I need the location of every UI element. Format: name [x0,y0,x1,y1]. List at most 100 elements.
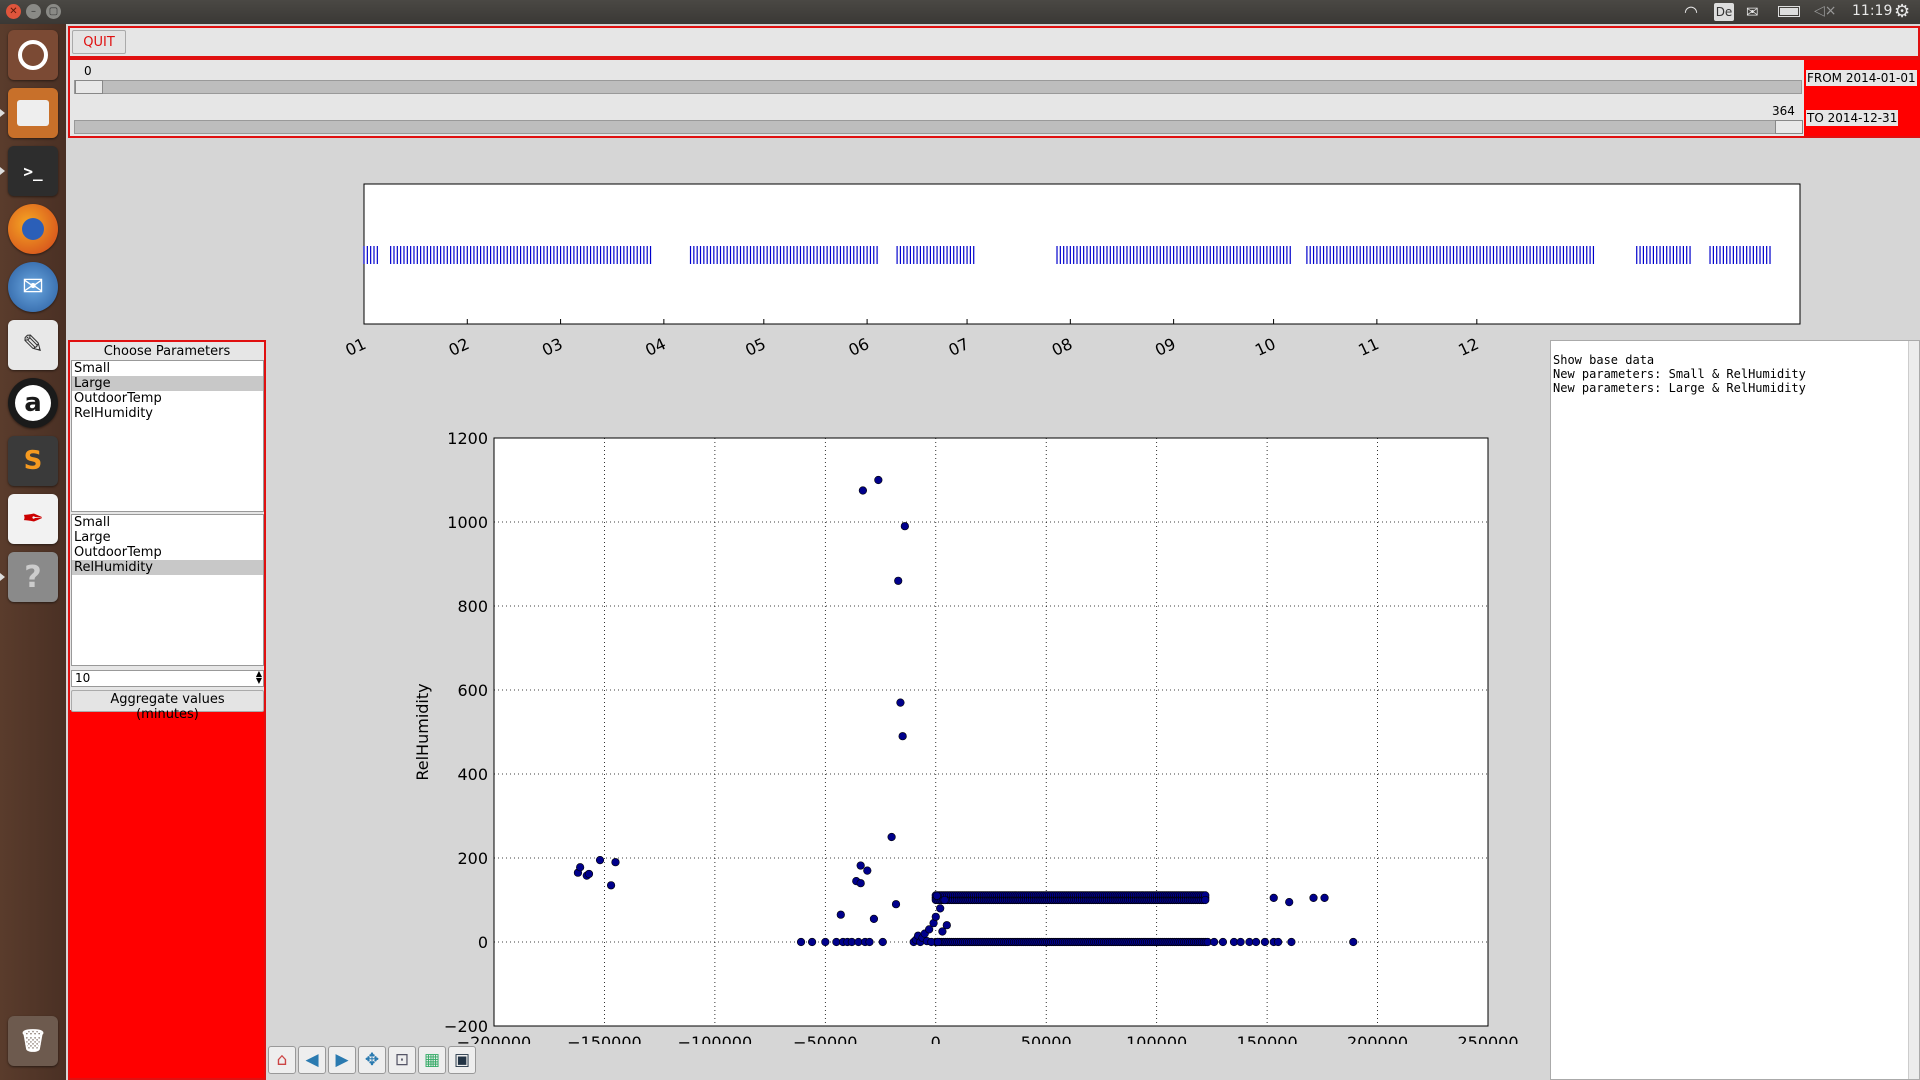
data-point [1260,937,1270,947]
plot-toolbar: ⌂ ◀ ▶ ✥ ⊡ ▦ ▣ [266,1044,1614,1078]
parameters-title: Choose Parameters [103,344,231,359]
mail-icon[interactable]: ✉ [1746,3,1759,21]
to-slider-value: 364 [1772,104,1795,118]
timeline-tick-label: 01 [342,334,368,360]
settings-gear-icon[interactable]: ⚙ [1894,1,1911,22]
data-point [611,858,620,867]
x-parameter-list[interactable]: Small Large OutdoorTemp RelHumidity [71,360,264,512]
aggregate-value[interactable]: 10 [75,671,91,685]
parameters-panel: Choose Parameters Small Large OutdoorTemp R… [68,340,266,1080]
data-point [896,698,905,707]
x-parameter-option[interactable]: RelHumidity [74,406,154,421]
running-indicator-icon [0,167,5,175]
sublime-text-icon[interactable]: S [8,436,58,486]
aggregate-button[interactable]: Aggregate values (minutes) [71,690,264,722]
zoom-icon[interactable]: ⊡ [388,1046,416,1074]
document-viewer-icon[interactable]: ✒ [8,494,58,544]
timeline-plot-area [363,183,1801,325]
y-parameter-option[interactable]: Large [74,530,111,545]
y-tick-label: 600 [457,681,488,700]
data-point [894,576,903,585]
wifi-icon[interactable]: ◠ [1684,2,1698,21]
data-point [856,861,865,870]
text-editor-icon[interactable]: ✎ [8,320,58,370]
y-parameter-list[interactable]: Small Large OutdoorTemp RelHumidity [71,514,264,666]
launcher: >_ ✉ ✎ a S ✒ ? 🗑 [0,24,67,1080]
from-slider-handle[interactable] [75,80,103,94]
to-slider[interactable] [74,120,1803,134]
data-point [1309,893,1318,903]
data-point [1218,937,1228,947]
close-window-icon[interactable]: ✕ [6,4,21,19]
minimize-window-icon[interactable]: – [26,4,41,19]
to-date-label: TO 2014-12-31 [1806,110,1899,126]
pan-icon[interactable]: ✥ [358,1046,386,1074]
to-slider-handle[interactable] [1775,120,1803,134]
forward-icon[interactable]: ▶ [328,1046,356,1074]
scatter-chart: −200000 −150000 −100000 −50000 0 50000 100000 1… [413,429,1519,1050]
back-icon[interactable]: ◀ [298,1046,326,1074]
y-tick-label: 0 [478,933,488,952]
data-point [938,927,947,936]
y-parameter-option[interactable]: OutdoorTemp [74,545,162,560]
thunderbird-icon[interactable]: ✉ [8,262,58,312]
parameters-inner: Choose Parameters Small Large OutdoorTemp R… [70,342,264,722]
data-point [887,832,896,842]
spin-arrows-icon[interactable]: ▲ ▼ [255,669,262,685]
trash-icon[interactable]: 🗑 [8,1016,58,1066]
system-top-bar: ✕ – ▢ ◠ De ✉ ◁× 11:19 ⚙ [0,0,1920,24]
save-icon[interactable]: ▣ [448,1046,476,1074]
data-point [858,486,867,495]
timeline-tick-label: 09 [1152,334,1178,360]
from-date-label: FROM 2014-01-01 [1806,70,1917,86]
from-slider[interactable] [74,80,1802,94]
x-parameter-option[interactable]: OutdoorTemp [74,391,162,406]
data-point [933,937,943,947]
x-parameter-option[interactable]: Large [72,376,263,391]
firefox-icon[interactable] [8,204,58,254]
timeline-tick-label: 08 [1049,334,1075,360]
data-point [891,900,901,909]
timeline-chart: 01 02 03 04 05 06 07 08 09 10 11 12 [342,183,1801,360]
terminal-icon[interactable]: >_ [8,146,58,196]
data-point [925,925,934,934]
data-point [1349,937,1358,947]
timeline-tick-label: 12 [1455,334,1481,360]
x-parameter-option[interactable]: Small [74,361,111,376]
y-axis-label: RelHumidity [413,683,432,780]
running-indicator-icon [0,573,5,581]
volume-icon[interactable]: ◁× [1814,3,1837,19]
data-point [595,856,605,865]
aggregate-spinbox[interactable]: 10 ▲ ▼ [71,670,264,687]
data-point [1269,893,1278,903]
files-icon[interactable] [8,88,58,138]
log-scrollbar[interactable] [1908,341,1919,1079]
amazon-icon[interactable]: a [8,378,58,428]
data-point [1287,937,1296,947]
y-tick-label: 200 [457,849,488,868]
y-tick-label: 400 [457,765,488,784]
date-range-panel: 0 364 FROM 2014-01-01 TO 2014-12-31 [68,58,1920,138]
data-point [874,475,883,485]
data-point [898,732,907,741]
timeline-tick-label: 11 [1355,334,1381,360]
data-point [1201,895,1210,905]
maximize-window-icon[interactable]: ▢ [46,4,61,19]
keyboard-layout-indicator[interactable]: De [1714,3,1734,21]
home-icon[interactable]: ⌂ [268,1046,296,1074]
timeline-tick-label: 10 [1252,334,1278,360]
quit-button[interactable]: QUIT [72,30,126,54]
data-point [1251,937,1261,947]
log-line: New parameters: Small & RelHumidity [1553,367,1806,381]
battery-icon[interactable] [1778,6,1800,17]
clock[interactable]: 11:19 [1852,3,1893,19]
y-parameter-option[interactable]: RelHumidity [72,560,263,575]
data-point [606,881,616,890]
data-point [576,863,585,872]
help-icon[interactable]: ? [8,552,58,602]
data-point [807,937,817,947]
y-parameter-option[interactable]: Small [74,515,111,530]
configure-subplots-icon[interactable]: ▦ [418,1046,446,1074]
data-point [863,866,872,875]
ubuntu-dash-icon[interactable] [8,30,58,80]
